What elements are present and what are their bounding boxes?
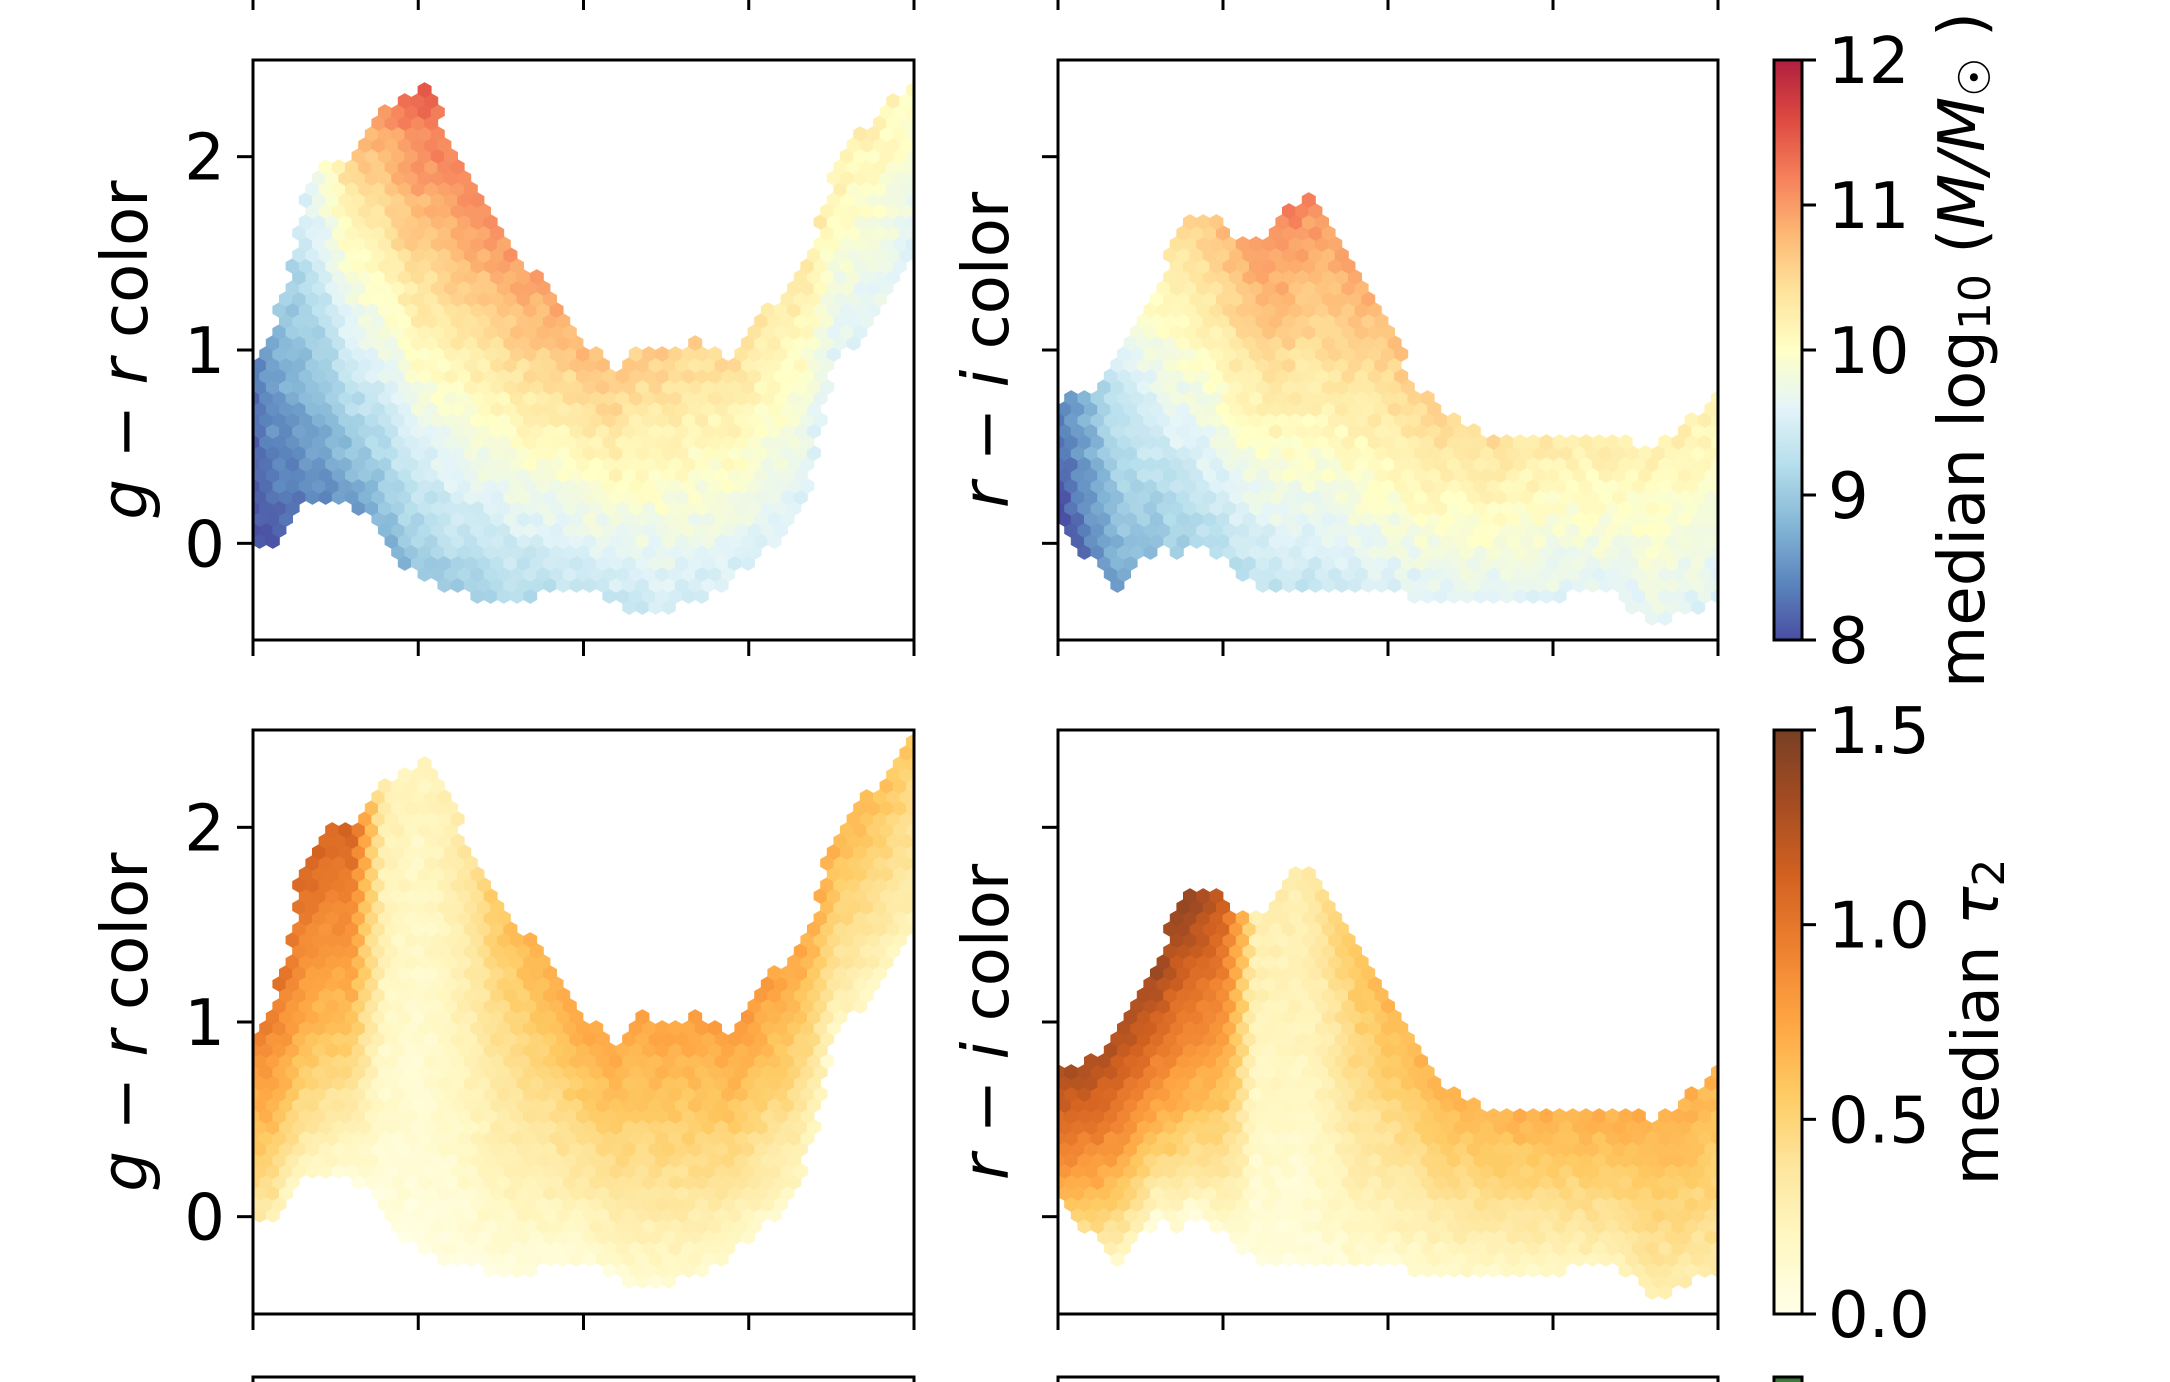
hex-bin — [1717, 1232, 1718, 1242]
hex-bin — [920, 823, 933, 838]
hex-bin — [1717, 448, 1718, 458]
hex-bin — [1717, 536, 1718, 546]
y-tick-label: 1 — [184, 315, 225, 389]
hex-bin — [523, 932, 538, 948]
hex-bin — [1711, 1064, 1718, 1080]
hex-bin — [920, 149, 933, 164]
hex-bin — [1717, 1144, 1718, 1154]
hex-bin — [1420, 390, 1435, 406]
hex-bin — [920, 193, 933, 208]
y-axis-label-part: color — [89, 180, 163, 359]
hex-bin — [920, 889, 933, 904]
hex-bin — [1301, 192, 1316, 208]
hexbin-cells — [253, 734, 933, 1289]
hex-bin — [920, 83, 933, 98]
hex-bin — [1209, 214, 1224, 230]
hexbin-cells — [253, 74, 933, 615]
hex-bin — [1717, 1166, 1718, 1176]
hex-bin — [1717, 426, 1718, 436]
hex-bin — [635, 1009, 650, 1025]
y-tick-label: 2 — [184, 792, 225, 866]
y-axis-label-part: r — [950, 478, 1024, 508]
hex-bin — [1717, 1188, 1718, 1198]
hex-bin — [1717, 1100, 1718, 1110]
y-axis-label-part: g — [89, 1151, 163, 1192]
hex-bin — [1717, 514, 1718, 524]
y-axis-label-part: r — [89, 355, 163, 385]
hex-bin — [1631, 1108, 1646, 1124]
y-axis-label: g − r color — [89, 180, 163, 520]
hex-bin — [920, 911, 933, 926]
y-tick-label: 0 — [184, 508, 225, 582]
hex-bin — [920, 757, 933, 772]
hex-bin — [1717, 1078, 1718, 1088]
hex-bin — [920, 779, 933, 794]
y-axis-label-part: i — [950, 370, 1024, 388]
y-tick-label: 1 — [184, 987, 225, 1061]
panel-top-right: r − i color — [950, 58, 1720, 656]
hex-bin — [417, 82, 432, 98]
hex-bin — [707, 1020, 723, 1036]
y-tick-label: 0 — [184, 1182, 225, 1256]
y-tick-label: 2 — [184, 122, 225, 196]
hex-bin — [1717, 580, 1718, 590]
hex-bin — [1704, 1075, 1718, 1091]
hex-bin — [920, 801, 933, 816]
hex-bin — [688, 335, 703, 351]
hexbin-cells — [1058, 192, 1718, 626]
hex-bin — [1447, 1086, 1461, 1102]
hex-bin — [920, 215, 933, 230]
hex-bin — [920, 735, 933, 750]
hex-bin — [707, 346, 723, 362]
hex-bin — [1704, 401, 1718, 417]
hexbin-cells — [1058, 866, 1718, 1300]
hex-bin — [1717, 1254, 1718, 1264]
hex-bin — [1717, 1122, 1718, 1132]
previous-row-axes-ticks — [251, 0, 1720, 10]
hex-bin — [920, 127, 933, 142]
hex-bin — [920, 845, 933, 860]
hex-bin — [1466, 1097, 1481, 1113]
y-axis-label-part: g — [89, 479, 163, 520]
y-axis-label-part: − — [89, 385, 163, 479]
panel-top-left: 0 1 2 g − r color — [89, 58, 933, 656]
y-axis-label-part: r — [89, 1027, 163, 1057]
hex-bin — [1466, 423, 1481, 439]
hex-bin — [529, 269, 544, 285]
panel-bottom-right: r − i color — [950, 728, 1720, 1330]
panel-bottom-left: 0 1 2 g − r color — [89, 728, 933, 1330]
hex-bin — [1447, 412, 1461, 428]
hex-bin — [1717, 492, 1718, 502]
y-axis-label: g − r color — [89, 852, 163, 1192]
hex-bin — [417, 756, 432, 772]
y-axis-label: r − i color — [950, 191, 1024, 508]
hex-bin — [920, 867, 933, 882]
hex-bin — [1717, 470, 1718, 480]
hex-bin — [1717, 558, 1718, 568]
y-axis-label-part: − — [950, 388, 1024, 482]
hex-bin — [1618, 434, 1633, 450]
hex-bin — [589, 1020, 604, 1036]
hex-bin — [1711, 390, 1718, 406]
hex-bin — [589, 346, 604, 362]
hex-bin — [1717, 1056, 1718, 1066]
y-axis-label-part: − — [89, 1057, 163, 1151]
hex-bin — [920, 105, 933, 120]
y-axis-label-part: color — [89, 852, 163, 1031]
hex-bin — [688, 1009, 703, 1025]
hex-bin — [1717, 1210, 1718, 1220]
y-axis-label-part: color — [950, 191, 1024, 370]
hex-bin — [1717, 404, 1718, 414]
hex-bin — [920, 171, 933, 186]
hex-bin — [920, 237, 933, 252]
